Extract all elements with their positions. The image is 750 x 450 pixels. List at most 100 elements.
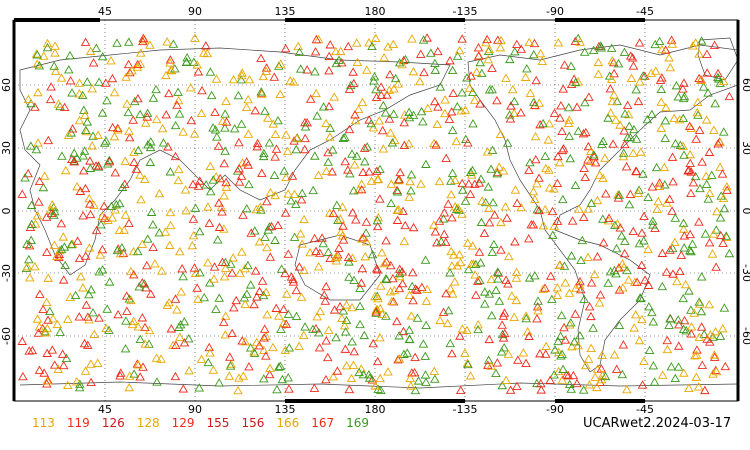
station-triangle-marker — [559, 60, 570, 69]
station-triangle-marker — [150, 259, 160, 268]
station-triangle-marker — [537, 56, 548, 65]
station-triangle-marker — [385, 286, 396, 296]
station-triangle-marker — [67, 88, 77, 97]
station-triangle-marker — [639, 356, 649, 366]
station-triangle-marker — [197, 85, 207, 95]
station-triangle-marker — [287, 171, 298, 180]
station-triangle-marker — [703, 194, 714, 203]
station-triangle-marker — [529, 38, 540, 48]
station-triangle-marker — [404, 192, 415, 201]
station-triangle-marker — [126, 266, 136, 276]
station-triangle-marker — [721, 231, 732, 240]
station-triangle-marker — [140, 118, 151, 127]
station-triangle-marker — [492, 267, 503, 276]
station-triangle-marker — [722, 181, 732, 191]
station-triangle-marker — [415, 76, 425, 86]
station-triangle-marker — [657, 248, 668, 257]
lat-tick-label-right: 30 — [740, 141, 750, 155]
legend-item: 113 — [32, 416, 55, 430]
station-triangle-marker — [370, 33, 381, 43]
station-triangle-marker — [472, 276, 483, 285]
station-triangle-marker — [31, 49, 42, 58]
station-triangle-marker — [455, 257, 466, 267]
station-triangle-marker — [708, 332, 718, 341]
station-triangle-marker — [484, 44, 495, 54]
station-triangle-marker — [615, 223, 626, 232]
station-triangle-marker — [492, 169, 502, 178]
station-triangle-marker — [382, 90, 392, 99]
station-triangle-marker — [280, 268, 290, 278]
station-triangle-marker — [30, 219, 41, 228]
station-triangle-marker — [436, 236, 447, 246]
station-triangle-marker — [609, 350, 620, 359]
station-triangle-marker — [660, 116, 671, 125]
station-triangle-marker — [221, 177, 231, 187]
station-triangle-marker — [673, 341, 684, 350]
station-triangle-marker — [512, 381, 522, 391]
station-triangle-marker — [718, 193, 729, 203]
station-triangle-marker — [294, 262, 305, 271]
station-triangle-marker — [360, 156, 370, 166]
station-triangle-marker — [78, 283, 88, 292]
station-triangle-marker — [204, 342, 214, 352]
station-triangle-marker — [283, 373, 294, 382]
station-triangle-marker — [133, 246, 143, 256]
station-triangle-marker — [639, 211, 649, 221]
station-triangle-marker — [621, 161, 632, 171]
station-triangle-marker — [553, 366, 564, 376]
station-triangle-marker — [521, 311, 531, 320]
station-triangle-marker — [447, 213, 457, 222]
station-triangle-marker — [510, 46, 520, 56]
station-triangle-marker — [688, 41, 698, 50]
station-triangle-marker — [32, 314, 43, 323]
station-triangle-marker — [545, 271, 556, 280]
station-triangle-marker — [389, 84, 399, 93]
station-triangle-marker — [558, 84, 569, 93]
station-triangle-marker — [392, 187, 403, 196]
station-triangle-marker — [219, 191, 229, 200]
station-triangle-marker — [281, 319, 292, 328]
station-triangle-marker — [269, 170, 280, 180]
station-triangle-marker — [165, 207, 176, 217]
station-triangle-marker — [297, 188, 307, 198]
station-triangle-marker — [583, 354, 594, 363]
station-triangle-marker — [372, 265, 383, 274]
station-triangle-marker — [42, 247, 52, 256]
station-triangle-marker — [511, 273, 522, 282]
station-triangle-marker — [648, 317, 659, 326]
station-triangle-marker — [494, 162, 504, 171]
station-triangle-marker — [133, 360, 144, 369]
station-triangle-marker — [464, 179, 474, 188]
station-triangle-marker — [399, 349, 409, 358]
station-triangle-marker — [80, 110, 90, 120]
station-triangle-marker — [327, 145, 338, 154]
station-triangle-marker — [121, 316, 131, 325]
station-triangle-marker — [142, 108, 153, 117]
station-triangle-marker — [217, 257, 228, 266]
station-triangle-marker — [249, 299, 259, 309]
station-triangle-marker — [563, 370, 574, 380]
station-triangle-marker — [392, 316, 402, 326]
station-triangle-marker — [123, 107, 134, 117]
station-triangle-marker — [496, 35, 506, 45]
station-triangle-marker — [605, 108, 616, 117]
station-triangle-marker — [657, 281, 668, 291]
station-triangle-marker — [463, 359, 473, 369]
station-triangle-marker — [192, 283, 202, 292]
station-triangle-marker — [124, 371, 135, 380]
station-triangle-marker — [479, 228, 490, 237]
station-triangle-marker — [368, 338, 378, 348]
station-triangle-marker — [386, 260, 396, 270]
station-triangle-marker — [669, 113, 679, 123]
station-triangle-marker — [588, 45, 599, 54]
station-triangle-marker — [199, 292, 210, 302]
station-triangle-marker — [603, 113, 613, 122]
lon-tick-label-bottom: 135 — [275, 403, 296, 416]
station-triangle-marker — [62, 380, 73, 389]
station-triangle-marker — [34, 322, 45, 331]
station-triangle-marker — [421, 159, 431, 168]
station-triangle-marker — [376, 82, 386, 91]
station-triangle-marker — [229, 124, 240, 133]
station-triangle-marker — [692, 107, 703, 117]
station-triangle-marker — [250, 266, 261, 275]
